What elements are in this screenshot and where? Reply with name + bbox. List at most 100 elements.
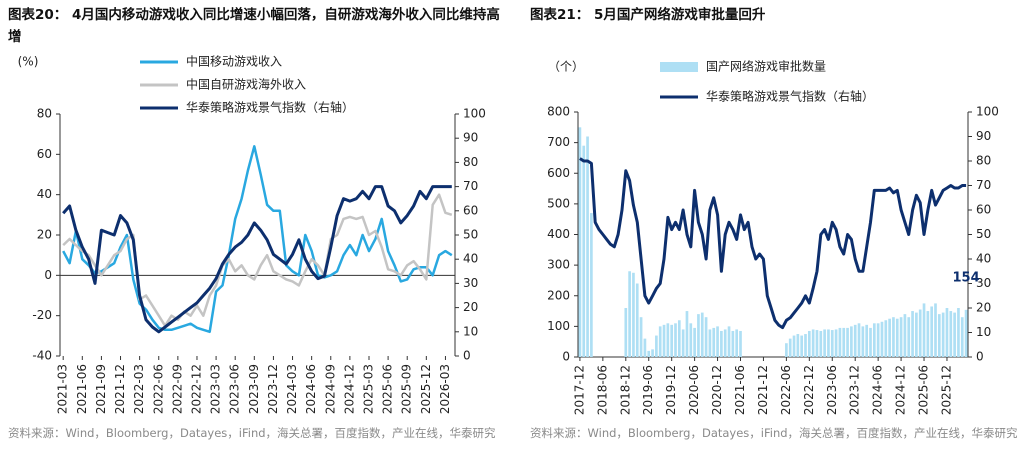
- y-tick-label: 40: [37, 187, 52, 201]
- legend-label: 中国自研游戏海外收入: [186, 77, 306, 92]
- x-tick-label: 2025-09: [400, 364, 414, 414]
- bar: [899, 317, 903, 357]
- x-tick-label: 2023-12: [848, 365, 862, 415]
- bar: [720, 330, 723, 357]
- line: [579, 157, 967, 330]
- bar: [872, 323, 876, 357]
- bar: [807, 330, 811, 357]
- source-note: 资料来源：Wind，Bloomberg，Datayes，iFind，海关总署，百…: [530, 426, 1018, 440]
- line: [62, 145, 453, 334]
- bar: [895, 318, 899, 357]
- bar: [907, 317, 911, 357]
- bar: [670, 324, 674, 357]
- bar: [708, 329, 712, 357]
- bar: [666, 323, 670, 357]
- y2-tick-label: 30: [976, 276, 991, 290]
- bar: [578, 127, 582, 357]
- x-tick-label: 2024-06: [871, 365, 885, 415]
- y-tick-label: 700: [547, 135, 570, 149]
- bar: [922, 303, 926, 357]
- bar: [937, 314, 941, 357]
- bar: [911, 311, 914, 357]
- bar: [704, 317, 708, 357]
- x-tick-label: 2025-06: [917, 365, 931, 415]
- bar: [945, 308, 949, 357]
- bar: [857, 323, 861, 357]
- x-tick-label: 2024-12: [894, 365, 908, 415]
- bar: [960, 317, 964, 357]
- x-tick-label: 2021-03: [56, 364, 70, 414]
- bar: [819, 330, 823, 357]
- x-tick-label: 2024-03: [285, 364, 299, 414]
- x-tick-label: 2022-12: [189, 364, 203, 414]
- bar: [815, 330, 819, 357]
- x-tick-label: 2022-03: [132, 364, 146, 414]
- x-tick-label: 2018-12: [618, 365, 632, 415]
- y-tick-label: 200: [547, 288, 570, 302]
- bar: [918, 309, 922, 357]
- y2-tick-label: 0: [463, 349, 471, 363]
- bar: [830, 330, 834, 357]
- y-tick-label: 80: [37, 107, 52, 121]
- bar: [880, 321, 884, 357]
- bar: [842, 327, 846, 357]
- bar: [788, 338, 792, 357]
- y2-tick-label: 70: [976, 178, 991, 192]
- bar: [651, 349, 654, 357]
- bar: [838, 327, 842, 357]
- bar: [800, 335, 804, 357]
- x-tick-label: 2020-06: [687, 365, 701, 415]
- chart-title: 图表20： 4月国内移动游戏收入同比增速小幅回落，自研游戏海外收入同比维持高增: [8, 7, 500, 45]
- x-tick-label: 2025-03: [361, 364, 375, 414]
- y2-tick-label: 10: [463, 324, 478, 338]
- legend-label: 中国移动游戏收入: [186, 54, 282, 69]
- bar: [930, 306, 934, 357]
- y2-tick-label: 90: [463, 131, 478, 145]
- bar: [823, 329, 826, 357]
- bar: [827, 329, 830, 357]
- bar: [915, 312, 918, 357]
- legend-label: 国产网络游戏审批数量: [706, 59, 826, 74]
- y-tick-label: 0: [562, 350, 570, 364]
- x-tick-label: 2021-12: [113, 364, 127, 414]
- y2-tick-label: 50: [463, 228, 478, 242]
- y2-tick-label: 60: [976, 203, 991, 217]
- y2-tick-label: 70: [463, 179, 478, 193]
- x-tick-label: 2022-06: [779, 365, 793, 415]
- data-label: 154: [953, 270, 980, 285]
- y-axis-label: (%): [18, 55, 39, 69]
- bar: [697, 314, 700, 357]
- bar: [888, 318, 891, 357]
- y-tick-label: 100: [547, 319, 570, 333]
- x-tick-label: 2024-12: [342, 364, 356, 414]
- bar: [681, 329, 685, 357]
- bar: [892, 317, 895, 357]
- y-tick-label: 20: [37, 228, 52, 242]
- bar: [934, 303, 937, 357]
- bar: [677, 320, 681, 357]
- chart-title: 图表21： 5月国产网络游戏审批量回升: [530, 7, 766, 23]
- y2-tick-label: 20: [463, 300, 478, 314]
- y-tick-label: 0: [44, 268, 52, 282]
- x-tick-label: 2021-06: [75, 364, 89, 414]
- bar: [903, 314, 907, 357]
- y2-tick-label: 30: [463, 276, 478, 290]
- bar: [739, 330, 742, 357]
- y-axis-label: （个）: [548, 60, 584, 74]
- x-tick-label: 2022-12: [802, 365, 816, 415]
- y2-tick-label: 40: [976, 252, 991, 266]
- bar: [674, 323, 677, 357]
- y2-tick-label: 10: [976, 325, 991, 339]
- bar: [792, 335, 796, 357]
- y-tick-label: 300: [547, 258, 570, 272]
- x-tick-label: 2020-12: [710, 365, 724, 415]
- bar: [712, 327, 716, 357]
- bar: [628, 271, 631, 357]
- y-tick-label: -20: [32, 308, 52, 322]
- bar: [785, 343, 788, 357]
- bar: [647, 350, 651, 357]
- bar: [796, 334, 800, 357]
- bar: [590, 213, 593, 357]
